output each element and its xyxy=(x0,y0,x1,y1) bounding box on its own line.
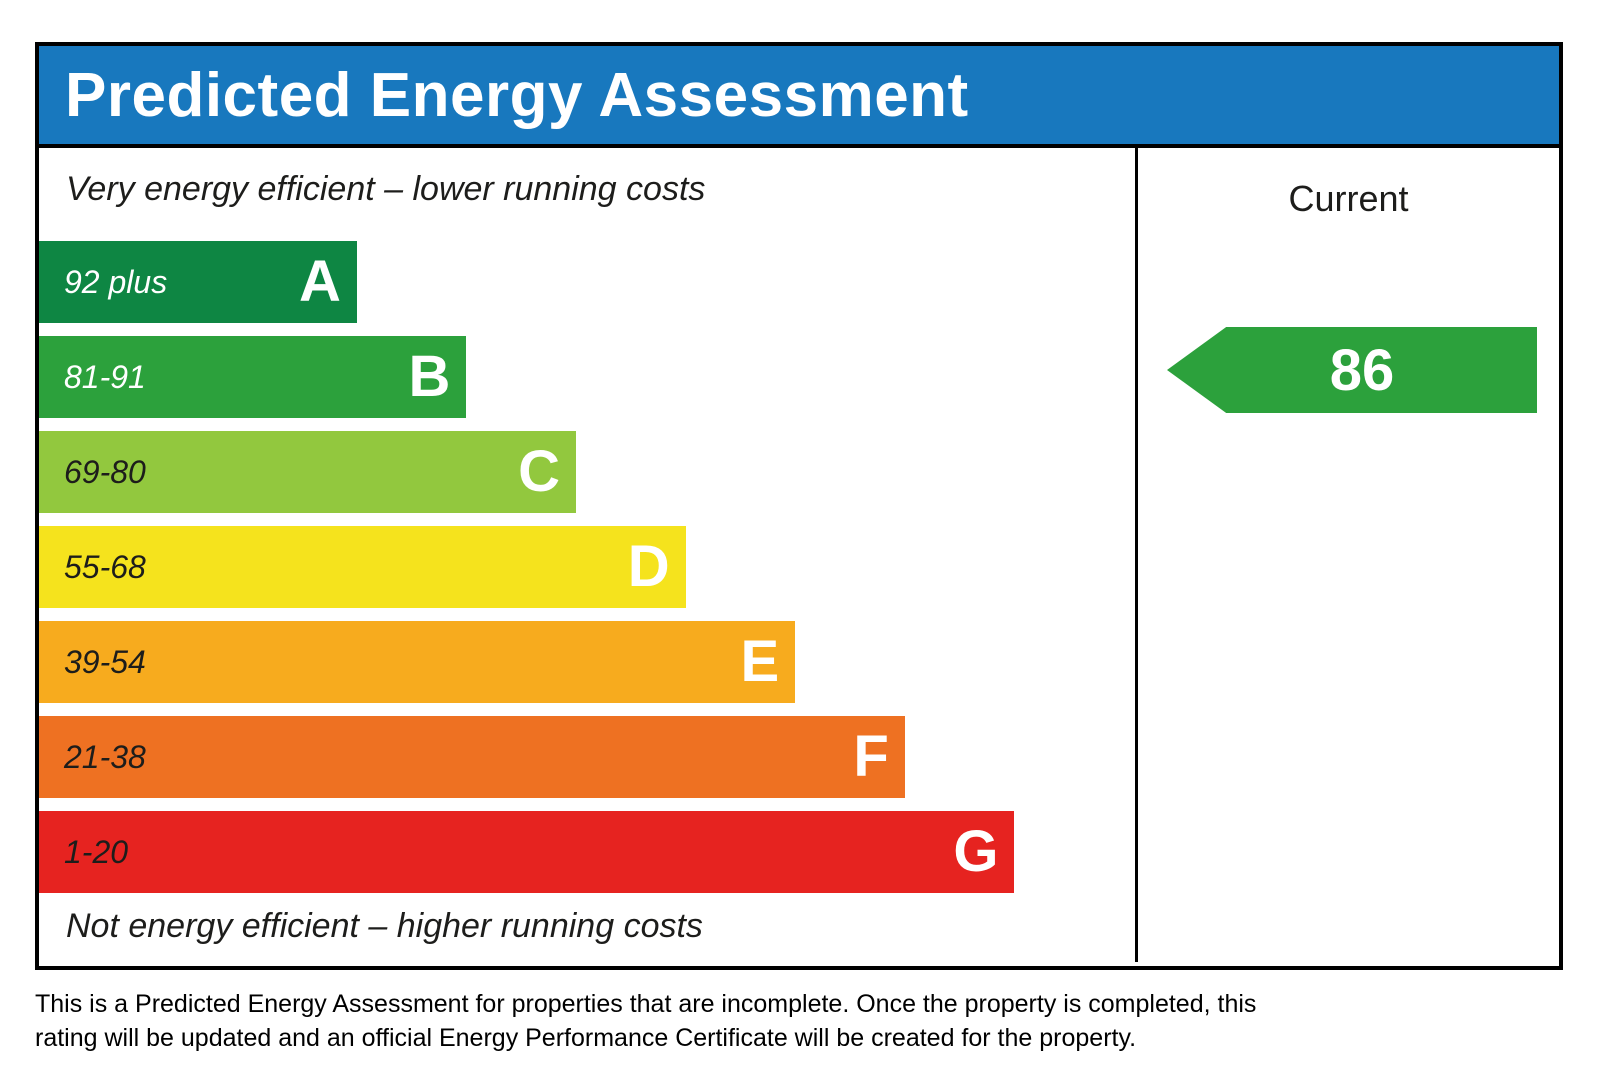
current-column: Current 86 xyxy=(1135,148,1559,962)
band-letter: A xyxy=(298,249,341,314)
band-letter: C xyxy=(518,439,561,504)
band-bar: 92 plus A xyxy=(39,241,357,323)
band-range-label: 39-54 xyxy=(64,643,146,680)
band-range-label: 81-91 xyxy=(64,358,146,395)
band-bar: 69-80 C xyxy=(39,431,577,513)
band-letter: F xyxy=(853,724,889,789)
band-range-label: 92 plus xyxy=(64,263,168,300)
band-row: 1-20 G xyxy=(39,811,1135,893)
current-rating-arrow: 86 xyxy=(1167,327,1537,413)
current-rating-value: 86 xyxy=(1329,337,1395,403)
band-row: 21-38 F xyxy=(39,716,1135,798)
band-list: 92 plus A 81-91 B 69-80 C 55-68 D 39-54 … xyxy=(39,241,1135,893)
band-letter: G xyxy=(953,819,999,884)
band-bar: 1-20 G xyxy=(39,811,1015,893)
band-range-label: 21-38 xyxy=(64,738,146,775)
band-bar: 21-38 F xyxy=(39,716,905,798)
band-range-label: 55-68 xyxy=(64,548,146,585)
energy-assessment-panel: Predicted Energy Assessment Very energy … xyxy=(35,42,1563,970)
caption-not-efficient: Not energy efficient – higher running co… xyxy=(66,907,703,945)
rating-chart: Very energy efficient – lower running co… xyxy=(39,148,1559,962)
band-letter: D xyxy=(627,534,670,599)
current-column-header: Current xyxy=(1288,178,1409,219)
caption-efficient: Very energy efficient – lower running co… xyxy=(66,170,706,208)
band-letter: B xyxy=(408,344,451,409)
band-row: 55-68 D xyxy=(39,526,1135,608)
band-row: 39-54 E xyxy=(39,621,1135,703)
band-bar: 55-68 D xyxy=(39,526,686,608)
band-row: 92 plus A xyxy=(39,241,1135,323)
band-range-label: 1-20 xyxy=(64,833,129,870)
band-range-label: 69-80 xyxy=(64,453,146,490)
band-letter: E xyxy=(740,629,780,694)
band-row: 81-91 B xyxy=(39,336,1135,418)
bands-column: Very energy efficient – lower running co… xyxy=(39,148,1135,962)
page-title: Predicted Energy Assessment xyxy=(65,60,969,130)
band-bar: 81-91 B xyxy=(39,336,467,418)
band-row: 69-80 C xyxy=(39,431,1135,513)
title-bar: Predicted Energy Assessment xyxy=(39,46,1559,148)
band-bar: 39-54 E xyxy=(39,621,796,703)
footnote-text: This is a Predicted Energy Assessment fo… xyxy=(35,990,1257,1052)
